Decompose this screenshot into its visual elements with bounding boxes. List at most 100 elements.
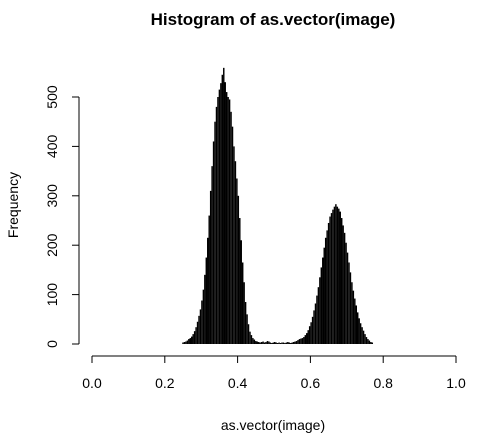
histogram-bar — [338, 208, 340, 344]
histogram-bar — [218, 89, 221, 344]
histogram-bar — [193, 331, 196, 344]
histogram-bar — [295, 341, 298, 344]
x-tick-label: 1.0 — [446, 375, 466, 391]
histogram-bar — [346, 252, 349, 344]
histogram-bar — [355, 305, 357, 344]
y-tick-label: 300 — [44, 184, 60, 208]
histogram-bar — [271, 343, 273, 344]
histogram-bar — [214, 121, 216, 344]
x-axis-ticks: 0.0 0.2 0.4 0.6 0.8 1.0 — [82, 356, 466, 391]
y-tick-label: 400 — [44, 135, 60, 159]
histogram-bar — [257, 342, 260, 344]
histogram-bar — [368, 340, 371, 344]
histogram-bar — [269, 342, 272, 344]
histogram-bar — [256, 341, 258, 344]
histogram-bar — [362, 330, 365, 344]
histogram-bar — [201, 300, 203, 344]
histogram-bar — [323, 247, 325, 344]
y-axis-label: Frequency — [5, 172, 21, 238]
histogram-bar — [228, 99, 231, 344]
histogram-bar — [221, 74, 224, 345]
histogram-bar — [358, 318, 360, 344]
histogram-bar — [188, 339, 190, 344]
histogram-bar — [342, 225, 344, 344]
histogram-bar — [297, 340, 299, 344]
histogram-bar — [322, 257, 324, 344]
histogram-bar — [215, 106, 218, 344]
histogram-bar — [250, 335, 253, 344]
histogram-bar — [335, 204, 337, 344]
histogram-bar — [246, 314, 248, 344]
histogram-bar — [300, 338, 302, 344]
histogram-bar — [263, 342, 266, 344]
histogram-bar — [182, 342, 184, 344]
x-tick-label: 0.4 — [228, 375, 248, 391]
histogram-bar — [332, 209, 334, 344]
histogram-bar — [211, 166, 213, 344]
histogram-bar — [220, 83, 222, 345]
histogram-bar — [237, 195, 240, 344]
histogram-bar — [208, 215, 210, 344]
histogram-bar — [186, 340, 189, 344]
histogram-bar — [255, 341, 257, 344]
histogram-bar — [333, 206, 336, 344]
x-tick-label: 0.2 — [155, 375, 175, 391]
histogram-bar — [310, 322, 312, 344]
x-tick-label: 0.0 — [82, 375, 102, 391]
histogram-bar — [307, 330, 309, 344]
histogram-bar — [319, 277, 321, 344]
histogram-bar — [253, 339, 256, 344]
histogram-bar — [324, 237, 327, 344]
histogram-bar — [287, 342, 289, 344]
histogram-bar — [311, 316, 314, 344]
histogram-bar — [354, 298, 356, 344]
histogram-bar — [303, 337, 305, 344]
histogram-bar — [239, 218, 241, 344]
histogram-bar — [244, 302, 247, 344]
histogram-bar — [365, 337, 368, 344]
y-tick-label: 200 — [44, 233, 60, 257]
histogram-bar — [259, 342, 261, 344]
y-tick-label: 0 — [44, 340, 60, 348]
x-axis-label: as.vector(image) — [221, 417, 325, 433]
histogram-bar — [191, 336, 193, 344]
histogram-bar — [262, 341, 264, 344]
histogram-bar — [260, 342, 263, 344]
histogram-bar — [274, 342, 276, 344]
histogram-bar — [230, 111, 232, 344]
histogram-bar — [204, 274, 206, 344]
histogram-bar — [317, 287, 320, 344]
histogram-bar — [189, 338, 192, 344]
histogram-bar — [278, 342, 280, 344]
histogram-bar — [343, 232, 346, 344]
histogram-bar — [336, 206, 339, 344]
histogram-bar — [241, 262, 244, 344]
y-axis-ticks: 0 100 200 300 400 500 — [44, 85, 79, 348]
histogram-bar — [320, 267, 323, 344]
histogram-bar — [284, 343, 286, 344]
histogram-bar — [361, 327, 363, 344]
histogram-bar — [192, 334, 194, 344]
histogram-bar — [348, 262, 350, 344]
x-tick-label: 0.6 — [301, 375, 321, 391]
histogram-bar — [290, 343, 292, 344]
histogram-bar — [351, 282, 353, 344]
histogram-bar — [292, 342, 295, 344]
histogram-bar — [326, 230, 328, 344]
histogram-bar — [183, 342, 186, 344]
histogram-bar — [304, 335, 307, 344]
histogram-bar — [316, 295, 318, 344]
chart-title: Histogram of as.vector(image) — [151, 10, 396, 29]
histogram-bar — [227, 97, 229, 344]
x-tick-label: 0.8 — [373, 375, 393, 391]
histogram-bar — [330, 213, 333, 344]
histogram-bar — [199, 309, 202, 344]
histogram-bar — [234, 161, 237, 344]
histogram-bar — [291, 342, 293, 344]
histogram-bar — [212, 141, 215, 344]
y-tick-label: 100 — [44, 283, 60, 307]
histogram-bar — [224, 82, 226, 345]
histogram-bar — [247, 324, 250, 344]
histogram-bar — [371, 342, 374, 344]
